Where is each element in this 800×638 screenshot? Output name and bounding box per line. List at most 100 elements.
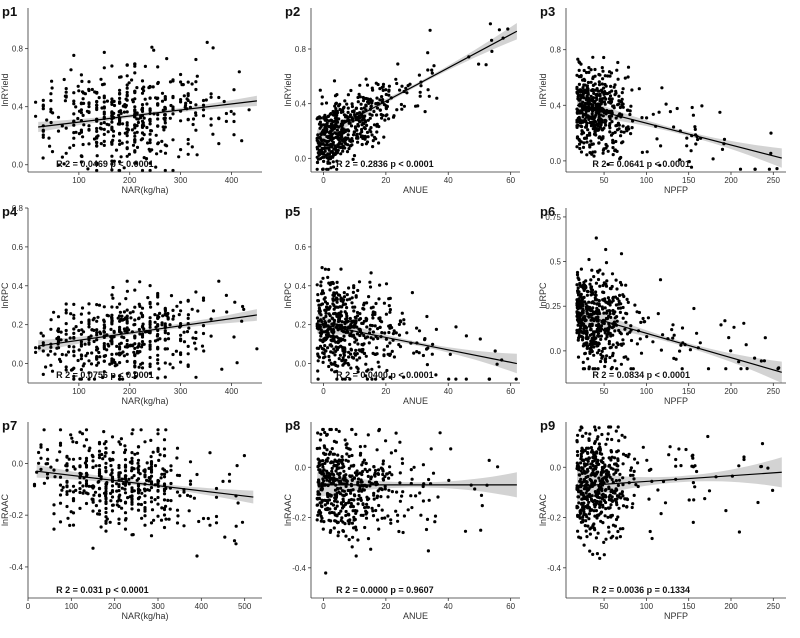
data-point xyxy=(101,375,105,380)
data-point xyxy=(149,534,154,538)
data-point xyxy=(91,465,95,469)
data-point xyxy=(371,330,375,334)
data-point xyxy=(126,128,130,132)
data-point xyxy=(355,314,360,318)
data-point xyxy=(612,310,616,314)
data-point xyxy=(201,108,206,112)
data-point xyxy=(580,109,584,113)
data-point xyxy=(52,310,56,314)
data-point xyxy=(90,351,94,355)
data-point xyxy=(362,458,366,462)
data-point xyxy=(92,377,97,381)
data-point xyxy=(114,148,119,152)
data-point xyxy=(56,163,61,167)
data-point xyxy=(156,113,160,117)
data-point xyxy=(576,453,580,457)
data-point xyxy=(315,503,319,507)
data-point xyxy=(364,512,368,516)
data-point xyxy=(415,326,419,330)
data-point xyxy=(613,359,617,363)
data-point xyxy=(328,427,332,432)
data-point xyxy=(143,500,147,505)
data-point xyxy=(347,520,351,524)
data-point xyxy=(598,496,602,500)
data-point xyxy=(343,141,347,145)
data-point xyxy=(370,133,374,137)
data-point xyxy=(608,117,612,121)
data-point xyxy=(52,468,56,472)
data-point xyxy=(615,68,619,72)
data-point xyxy=(186,316,190,320)
data-point xyxy=(593,116,597,120)
x-axis-label: ANUE xyxy=(403,396,428,406)
data-point xyxy=(102,305,106,309)
data-point xyxy=(104,494,108,498)
data-point xyxy=(355,310,360,315)
data-point xyxy=(351,535,355,539)
data-point xyxy=(594,290,598,294)
data-point xyxy=(118,160,122,164)
data-point xyxy=(95,303,99,307)
data-point xyxy=(323,452,327,456)
data-point xyxy=(596,270,600,274)
data-point xyxy=(148,316,152,320)
data-point xyxy=(394,431,398,435)
data-point xyxy=(354,295,358,299)
data-point xyxy=(391,332,395,336)
data-point xyxy=(591,292,595,296)
data-point xyxy=(611,467,615,471)
panel-label: p8 xyxy=(285,418,300,433)
data-point xyxy=(56,329,61,334)
data-point xyxy=(338,107,342,112)
data-point xyxy=(376,518,380,522)
y-tick-label: -0.2 xyxy=(9,511,23,520)
data-point xyxy=(601,90,605,94)
data-point xyxy=(328,530,332,535)
data-point xyxy=(350,355,354,359)
data-point xyxy=(604,488,608,492)
data-point xyxy=(608,74,612,78)
data-point xyxy=(600,97,604,102)
stat-annotation: R 2 = 0.0641 p < 0.0001 xyxy=(592,159,690,169)
data-point xyxy=(621,140,625,144)
data-point xyxy=(316,116,320,120)
data-point xyxy=(119,155,123,159)
data-point xyxy=(185,330,190,334)
data-point xyxy=(214,521,219,525)
data-point xyxy=(597,115,601,119)
data-point xyxy=(190,145,194,149)
data-point xyxy=(354,528,358,532)
data-point xyxy=(577,142,582,146)
data-point xyxy=(117,113,121,117)
data-point xyxy=(694,142,698,146)
data-point xyxy=(78,490,82,495)
data-point xyxy=(195,554,199,558)
data-point xyxy=(223,535,227,539)
data-point xyxy=(67,457,71,461)
data-point xyxy=(80,306,85,310)
data-point xyxy=(156,103,160,107)
data-point xyxy=(94,504,98,508)
data-point xyxy=(110,64,114,68)
data-point xyxy=(343,438,347,442)
data-point xyxy=(609,133,614,137)
data-point xyxy=(140,516,144,520)
data-point xyxy=(322,352,326,356)
stat-annotation: R 2 = 0.0469 p < 0.0001 xyxy=(56,159,154,169)
data-point xyxy=(744,343,748,347)
data-point xyxy=(315,283,319,287)
data-point xyxy=(365,505,369,509)
data-point xyxy=(321,155,325,159)
y-tick-label: 0.0 xyxy=(12,459,24,468)
data-point xyxy=(371,337,375,341)
data-point xyxy=(237,70,241,74)
data-point xyxy=(326,492,330,496)
data-point xyxy=(590,142,594,146)
data-point xyxy=(365,130,370,134)
data-point xyxy=(345,150,350,154)
data-point xyxy=(591,55,595,59)
data-point xyxy=(148,284,152,288)
data-point xyxy=(605,333,609,337)
data-point xyxy=(473,487,477,491)
data-point xyxy=(614,345,618,349)
